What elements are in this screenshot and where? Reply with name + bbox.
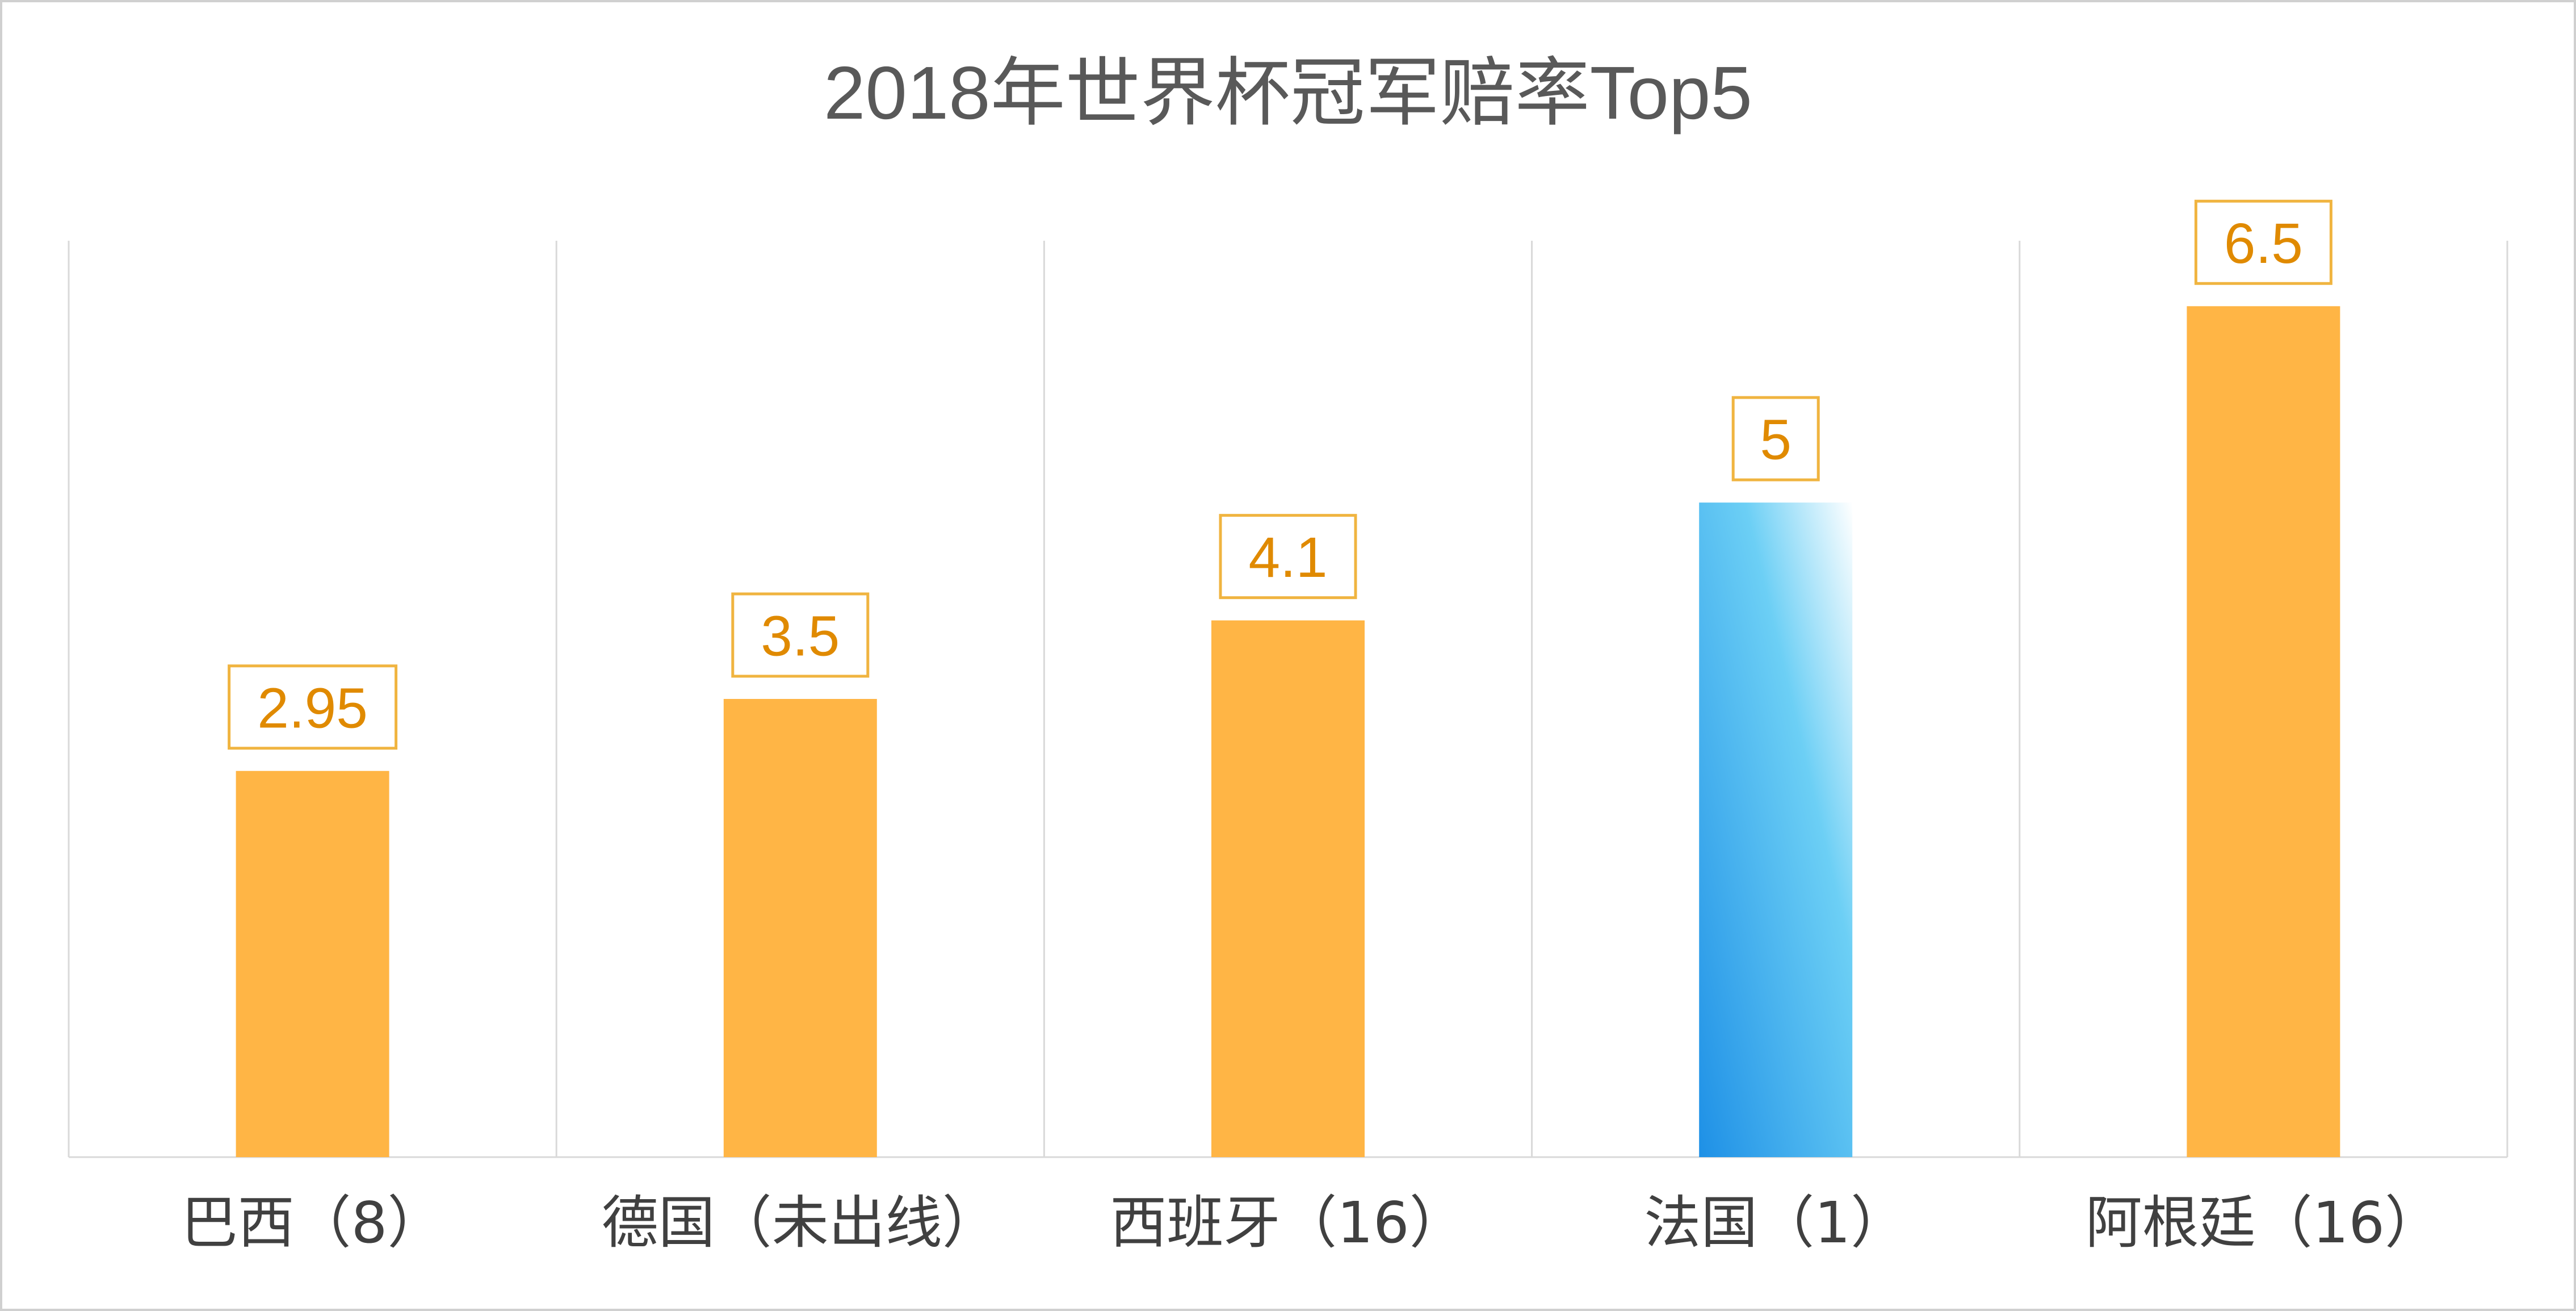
category-axis: 巴西（8） 德国（未出线） 西班牙（16） 法国（1） 阿根廷（16） — [181, 1189, 2441, 1256]
data-label-layer: 2.95 3.5 4.1 5 6.5 — [228, 199, 2332, 750]
chart-title: 2018年世界杯冠军赔率Top5 — [824, 51, 1752, 135]
data-label-3: 5 — [1760, 408, 1792, 472]
bar-3 — [1699, 502, 1853, 1158]
data-label-box-3 — [1731, 396, 1820, 481]
data-label-2: 4.1 — [1248, 526, 1327, 589]
category-label-0: 巴西（8） — [181, 1189, 444, 1256]
bar-layer — [236, 306, 2340, 1158]
data-label-0: 2.95 — [257, 676, 368, 740]
data-label-box-0 — [228, 664, 398, 750]
bar-0 — [236, 770, 389, 1157]
bar-2 — [1211, 620, 1365, 1157]
category-label-2: 西班牙（16） — [1110, 1189, 1466, 1256]
category-label-4: 阿根廷（16） — [2086, 1189, 2441, 1256]
data-label-box-1 — [731, 592, 870, 678]
data-label-box-2 — [1219, 514, 1357, 600]
data-label-1: 3.5 — [761, 605, 840, 668]
category-label-3: 法国（1） — [1644, 1189, 1907, 1256]
data-label-box-4 — [2194, 199, 2332, 285]
bar-1 — [723, 699, 877, 1157]
category-label-1: 德国（未出线） — [602, 1189, 999, 1256]
data-label-4: 6.5 — [2224, 212, 2303, 275]
bar-4 — [2187, 306, 2340, 1158]
